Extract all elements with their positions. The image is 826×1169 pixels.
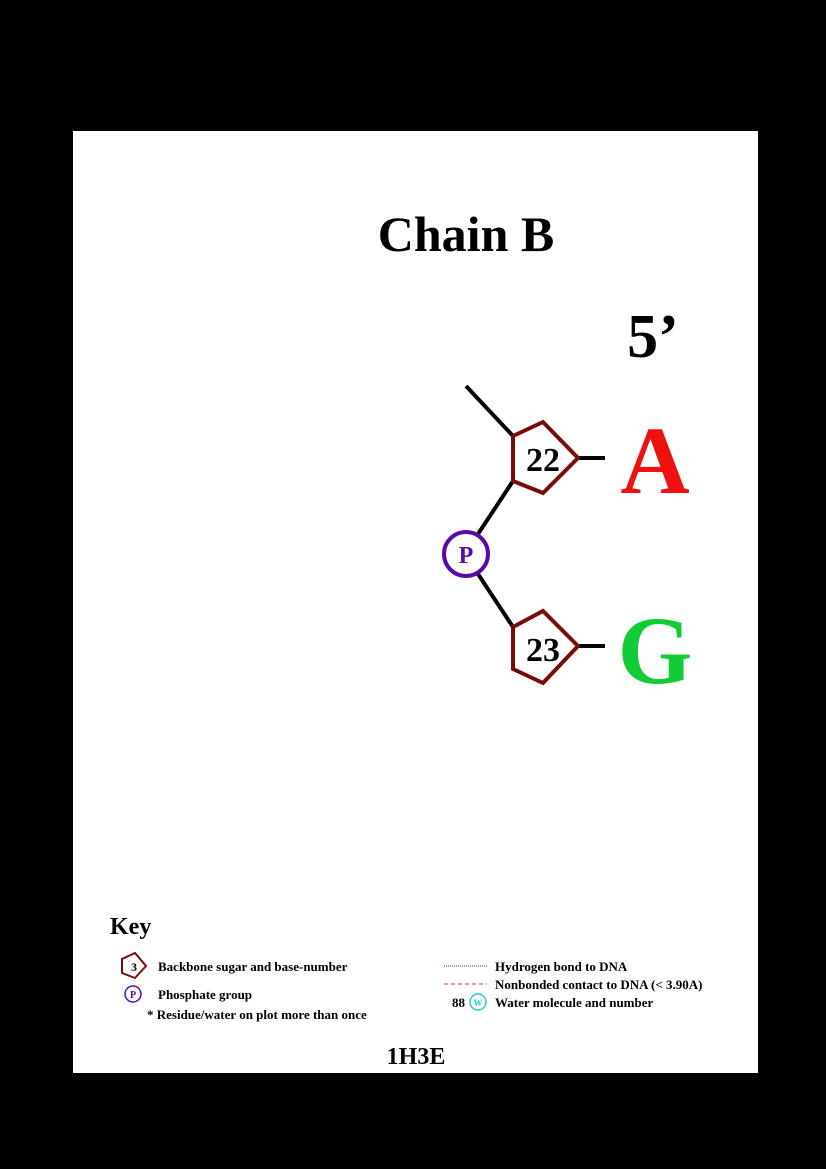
chain-title: Chain B xyxy=(378,206,554,262)
key-hbond-item: Hydrogen bond to DNA xyxy=(444,959,628,974)
sugar-residue-22: 22 xyxy=(511,419,581,496)
backbone-tail-line xyxy=(464,384,515,438)
sugar-residue-23: 23 xyxy=(511,608,581,686)
key-phosphate-item: P Phosphate group xyxy=(124,985,252,1003)
key-water-number: 88 xyxy=(452,995,466,1010)
key-water-item: 88 W Water molecule and number xyxy=(452,993,654,1011)
residue-number: 23 xyxy=(526,632,560,669)
key-sugar-number: 3 xyxy=(131,960,137,974)
sugar-pentagon xyxy=(511,419,581,496)
key-nonbonded-text: Nonbonded contact to DNA (< 3.90A) xyxy=(495,977,702,992)
phosphate-group: P xyxy=(442,530,490,578)
key-hbond-text: Hydrogen bond to DNA xyxy=(495,959,628,974)
backbone-line-lower xyxy=(476,572,515,629)
phosphate-label: P xyxy=(459,543,474,569)
key-sugar-item: 3 Backbone sugar and base-number xyxy=(121,951,348,980)
key-sugar-text: Backbone sugar and base-number xyxy=(158,959,348,974)
diagram-panel: Chain B 5’ 22 23 P A G Key 3 Backbone su… xyxy=(73,131,758,1073)
key-phosphate-letter: P xyxy=(130,990,136,1001)
residue-number: 22 xyxy=(526,442,560,479)
base-letter-23: G xyxy=(618,597,693,704)
dna-contact-diagram: Chain B 5’ 22 23 P A G Key 3 Backbone su… xyxy=(110,206,702,1070)
key-phosphate-circle xyxy=(124,985,142,1003)
five-prime-label: 5’ xyxy=(627,303,679,371)
pdb-id: 1H3E xyxy=(387,1044,446,1070)
key-sugar-pentagon xyxy=(121,951,148,980)
sugar-pentagon xyxy=(511,608,581,686)
backbone-line-upper xyxy=(476,479,515,536)
key-heading: Key xyxy=(110,914,151,940)
key-phosphate-text: Phosphate group xyxy=(158,987,252,1002)
key-water-letter: W xyxy=(474,998,483,1008)
key-nonbonded-item: Nonbonded contact to DNA (< 3.90A) xyxy=(444,977,702,992)
key-multiple-text: * Residue/water on plot more than once xyxy=(147,1007,367,1022)
base-letter-22: A xyxy=(620,407,689,514)
key-water-text: Water molecule and number xyxy=(495,995,654,1010)
phosphate-circle xyxy=(442,530,490,578)
key-water-circle xyxy=(469,993,487,1011)
